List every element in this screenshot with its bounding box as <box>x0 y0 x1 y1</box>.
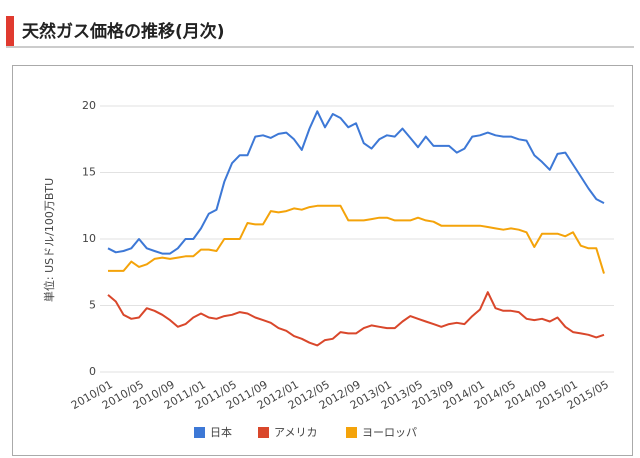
legend-label: 日本 <box>210 425 232 439</box>
y-tick-label: 10 <box>82 232 96 245</box>
legend-label: アメリカ <box>274 426 317 439</box>
legend-swatch <box>258 427 269 438</box>
series-line <box>107 291 605 347</box>
y-tick-label: 15 <box>82 166 96 179</box>
y-axis-label: 単位: USドル/100万BTU <box>42 178 56 302</box>
series-line <box>107 110 605 255</box>
page-title: 天然ガス価格の推移(月次) <box>22 21 225 42</box>
title-accent <box>6 16 14 46</box>
y-tick-label: 20 <box>82 99 96 112</box>
y-tick-label: 0 <box>89 365 96 378</box>
chart-frame <box>12 65 633 456</box>
series-line <box>108 204 605 274</box>
legend-label: ヨーロッパ <box>362 426 417 439</box>
legend-swatch <box>346 427 357 438</box>
y-tick-label: 5 <box>89 299 96 312</box>
legend-swatch <box>194 427 205 438</box>
